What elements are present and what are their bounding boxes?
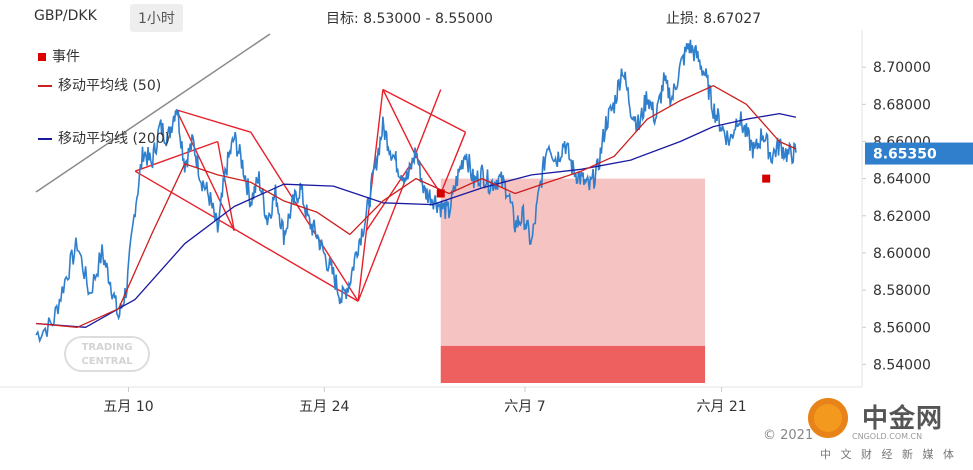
price-series (35, 39, 797, 344)
y-tick-label: 8.54000 (873, 357, 931, 373)
pattern-line (134, 170, 359, 302)
pattern-line (382, 89, 417, 157)
event-square-icon (38, 53, 46, 61)
pattern-line (250, 131, 359, 302)
y-tick-label: 8.64000 (873, 172, 931, 188)
ma50-series (35, 85, 797, 328)
ma50-line (35, 85, 797, 328)
y-axis: 8.54000 8.56000 8.58000 8.60000 8.62000 8.640… (862, 60, 931, 373)
target-zone-band (440, 345, 706, 383)
event-marker (762, 174, 771, 183)
stop-loss-label: 止损: 8.67027 (666, 11, 762, 27)
pattern-line (176, 109, 251, 133)
y-tick-label: 8.70000 (873, 60, 931, 76)
brand-url: CNGOLD.COM.CN (852, 432, 923, 441)
trend-line (35, 33, 271, 193)
legend-item-event[interactable]: 事件 (38, 46, 80, 66)
target-range-label: 目标: 8.53000 - 8.55000 (326, 11, 493, 27)
y-tick-label: 8.60000 (873, 246, 931, 262)
event-markers (436, 174, 771, 198)
price-line (35, 39, 797, 344)
x-axis: 五月 10 五月 24 六月 7 六月 21 (103, 387, 747, 415)
target-zone (440, 178, 706, 383)
ma50-line-icon (38, 85, 52, 87)
pattern-line (217, 141, 235, 231)
current-price-label: 8.65350 (873, 147, 937, 163)
pattern-line (365, 155, 417, 232)
legend-item-ma50[interactable]: 移动平均线 (50) (38, 75, 161, 95)
brand-logo-icon (808, 398, 848, 438)
watermark-tc-line1: TRADING (81, 342, 133, 353)
current-price-box (865, 142, 973, 165)
pattern-line (134, 140, 218, 172)
legend-ma200-label: 移动平均线 (200) (58, 131, 171, 147)
ma200-line (35, 112, 797, 328)
y-tick-label: 8.58000 (873, 283, 931, 299)
pattern-line (382, 88, 466, 133)
ma200-series (35, 112, 797, 328)
x-tick-label: 五月 24 (299, 399, 349, 415)
y-tick-label: 8.56000 (873, 320, 931, 336)
ma200-line-icon (38, 138, 52, 140)
pattern-line (440, 131, 467, 194)
legend-ma50-label: 移动平均线 (50) (58, 78, 162, 94)
event-marker (436, 189, 445, 198)
projection-zone (440, 178, 706, 346)
brand-subtitle: 中 文 财 经 新 媒 体 (820, 448, 957, 461)
symbol-label: GBP/DKK (34, 8, 97, 24)
y-tick-label: 8.68000 (873, 97, 931, 113)
trend-line (35, 33, 271, 193)
x-tick-label: 五月 10 (103, 399, 153, 415)
y-tick-label: 8.62000 (873, 209, 931, 225)
legend-event-label: 事件 (52, 49, 80, 65)
timeframe-button[interactable]: 1小时 (130, 4, 183, 32)
x-tick-label: 六月 7 (504, 399, 545, 415)
watermark-tc-line2: CENTRAL (81, 356, 133, 367)
copyright-text: © 2021 (763, 428, 814, 443)
brand-name: 中金网 (862, 404, 944, 434)
chart-header: GBP/DKK 1小时 目标: 8.53000 - 8.55000 止损: 8.… (0, 0, 973, 32)
legend-item-ma200[interactable]: 移动平均线 (200) (38, 128, 170, 148)
pattern-line (357, 89, 442, 302)
trading-central-watermark: TRADING CENTRAL (64, 336, 150, 372)
x-tick-label: 六月 21 (696, 399, 746, 415)
current-price-tag: 8.65350 (865, 142, 973, 165)
